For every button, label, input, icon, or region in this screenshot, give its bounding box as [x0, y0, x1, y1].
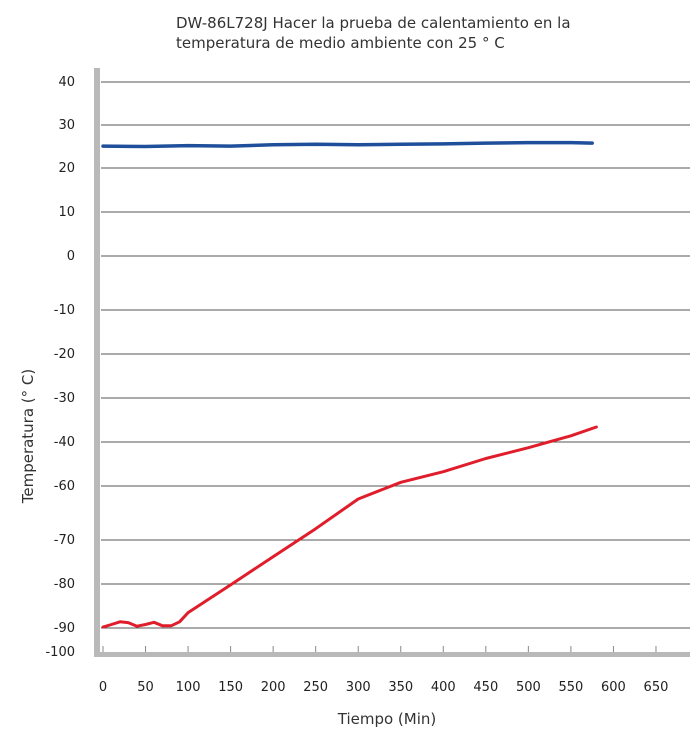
y-tick-label: 40 — [58, 75, 75, 90]
y-tick-label: -10 — [54, 303, 75, 318]
x-axis-label: Tiempo (Min) — [337, 710, 437, 728]
x-tick-label: 650 — [644, 680, 669, 695]
y-axis-label: Temperatura (° C) — [19, 369, 37, 505]
x-tick-label: 300 — [346, 680, 371, 695]
y-tick-label: -100 — [45, 645, 75, 660]
y-tick-labels: 40 30 20 10 0 -10 -20 -30 -40 -60 -70 -80 -90 -100 — [45, 75, 75, 660]
chart-title-line-1: DW-86L728J Hacer la prueba de calentamie… — [176, 14, 571, 32]
x-tick-label: 450 — [473, 680, 498, 695]
x-tick-label: 400 — [431, 680, 456, 695]
y-tick-label: -70 — [54, 533, 75, 548]
x-tick-label: 200 — [261, 680, 286, 695]
y-axis-bar — [94, 68, 100, 654]
y-tick-label: -30 — [54, 391, 75, 406]
series-line-1 — [103, 143, 592, 147]
x-tick-label: 0 — [99, 680, 107, 695]
x-tick-label: 600 — [601, 680, 626, 695]
axes — [94, 68, 690, 657]
series-line-2 — [103, 427, 596, 627]
y-tick-label: -80 — [54, 577, 75, 592]
chart-title-line-2: temperatura de medio ambiente con 25 ° C — [176, 34, 505, 52]
series-group — [103, 143, 596, 627]
x-tick-label: 100 — [176, 680, 201, 695]
x-tick-label: 150 — [218, 680, 243, 695]
x-tick-label: 250 — [303, 680, 328, 695]
x-tick-label: 50 — [137, 680, 154, 695]
x-tick-label: 550 — [558, 680, 583, 695]
y-tick-label: -60 — [54, 479, 75, 494]
gridlines — [101, 82, 690, 628]
y-tick-label: 20 — [58, 161, 75, 176]
y-tick-label: -90 — [54, 621, 75, 636]
y-tick-label: 10 — [58, 205, 75, 220]
y-tick-label: 0 — [67, 249, 75, 264]
y-tick-label: 30 — [58, 118, 75, 133]
x-tick-label: 500 — [516, 680, 541, 695]
x-tick-label: 350 — [388, 680, 413, 695]
y-tick-label: -40 — [54, 435, 75, 450]
x-axis-bar — [94, 652, 690, 657]
y-tick-label: -20 — [54, 347, 75, 362]
